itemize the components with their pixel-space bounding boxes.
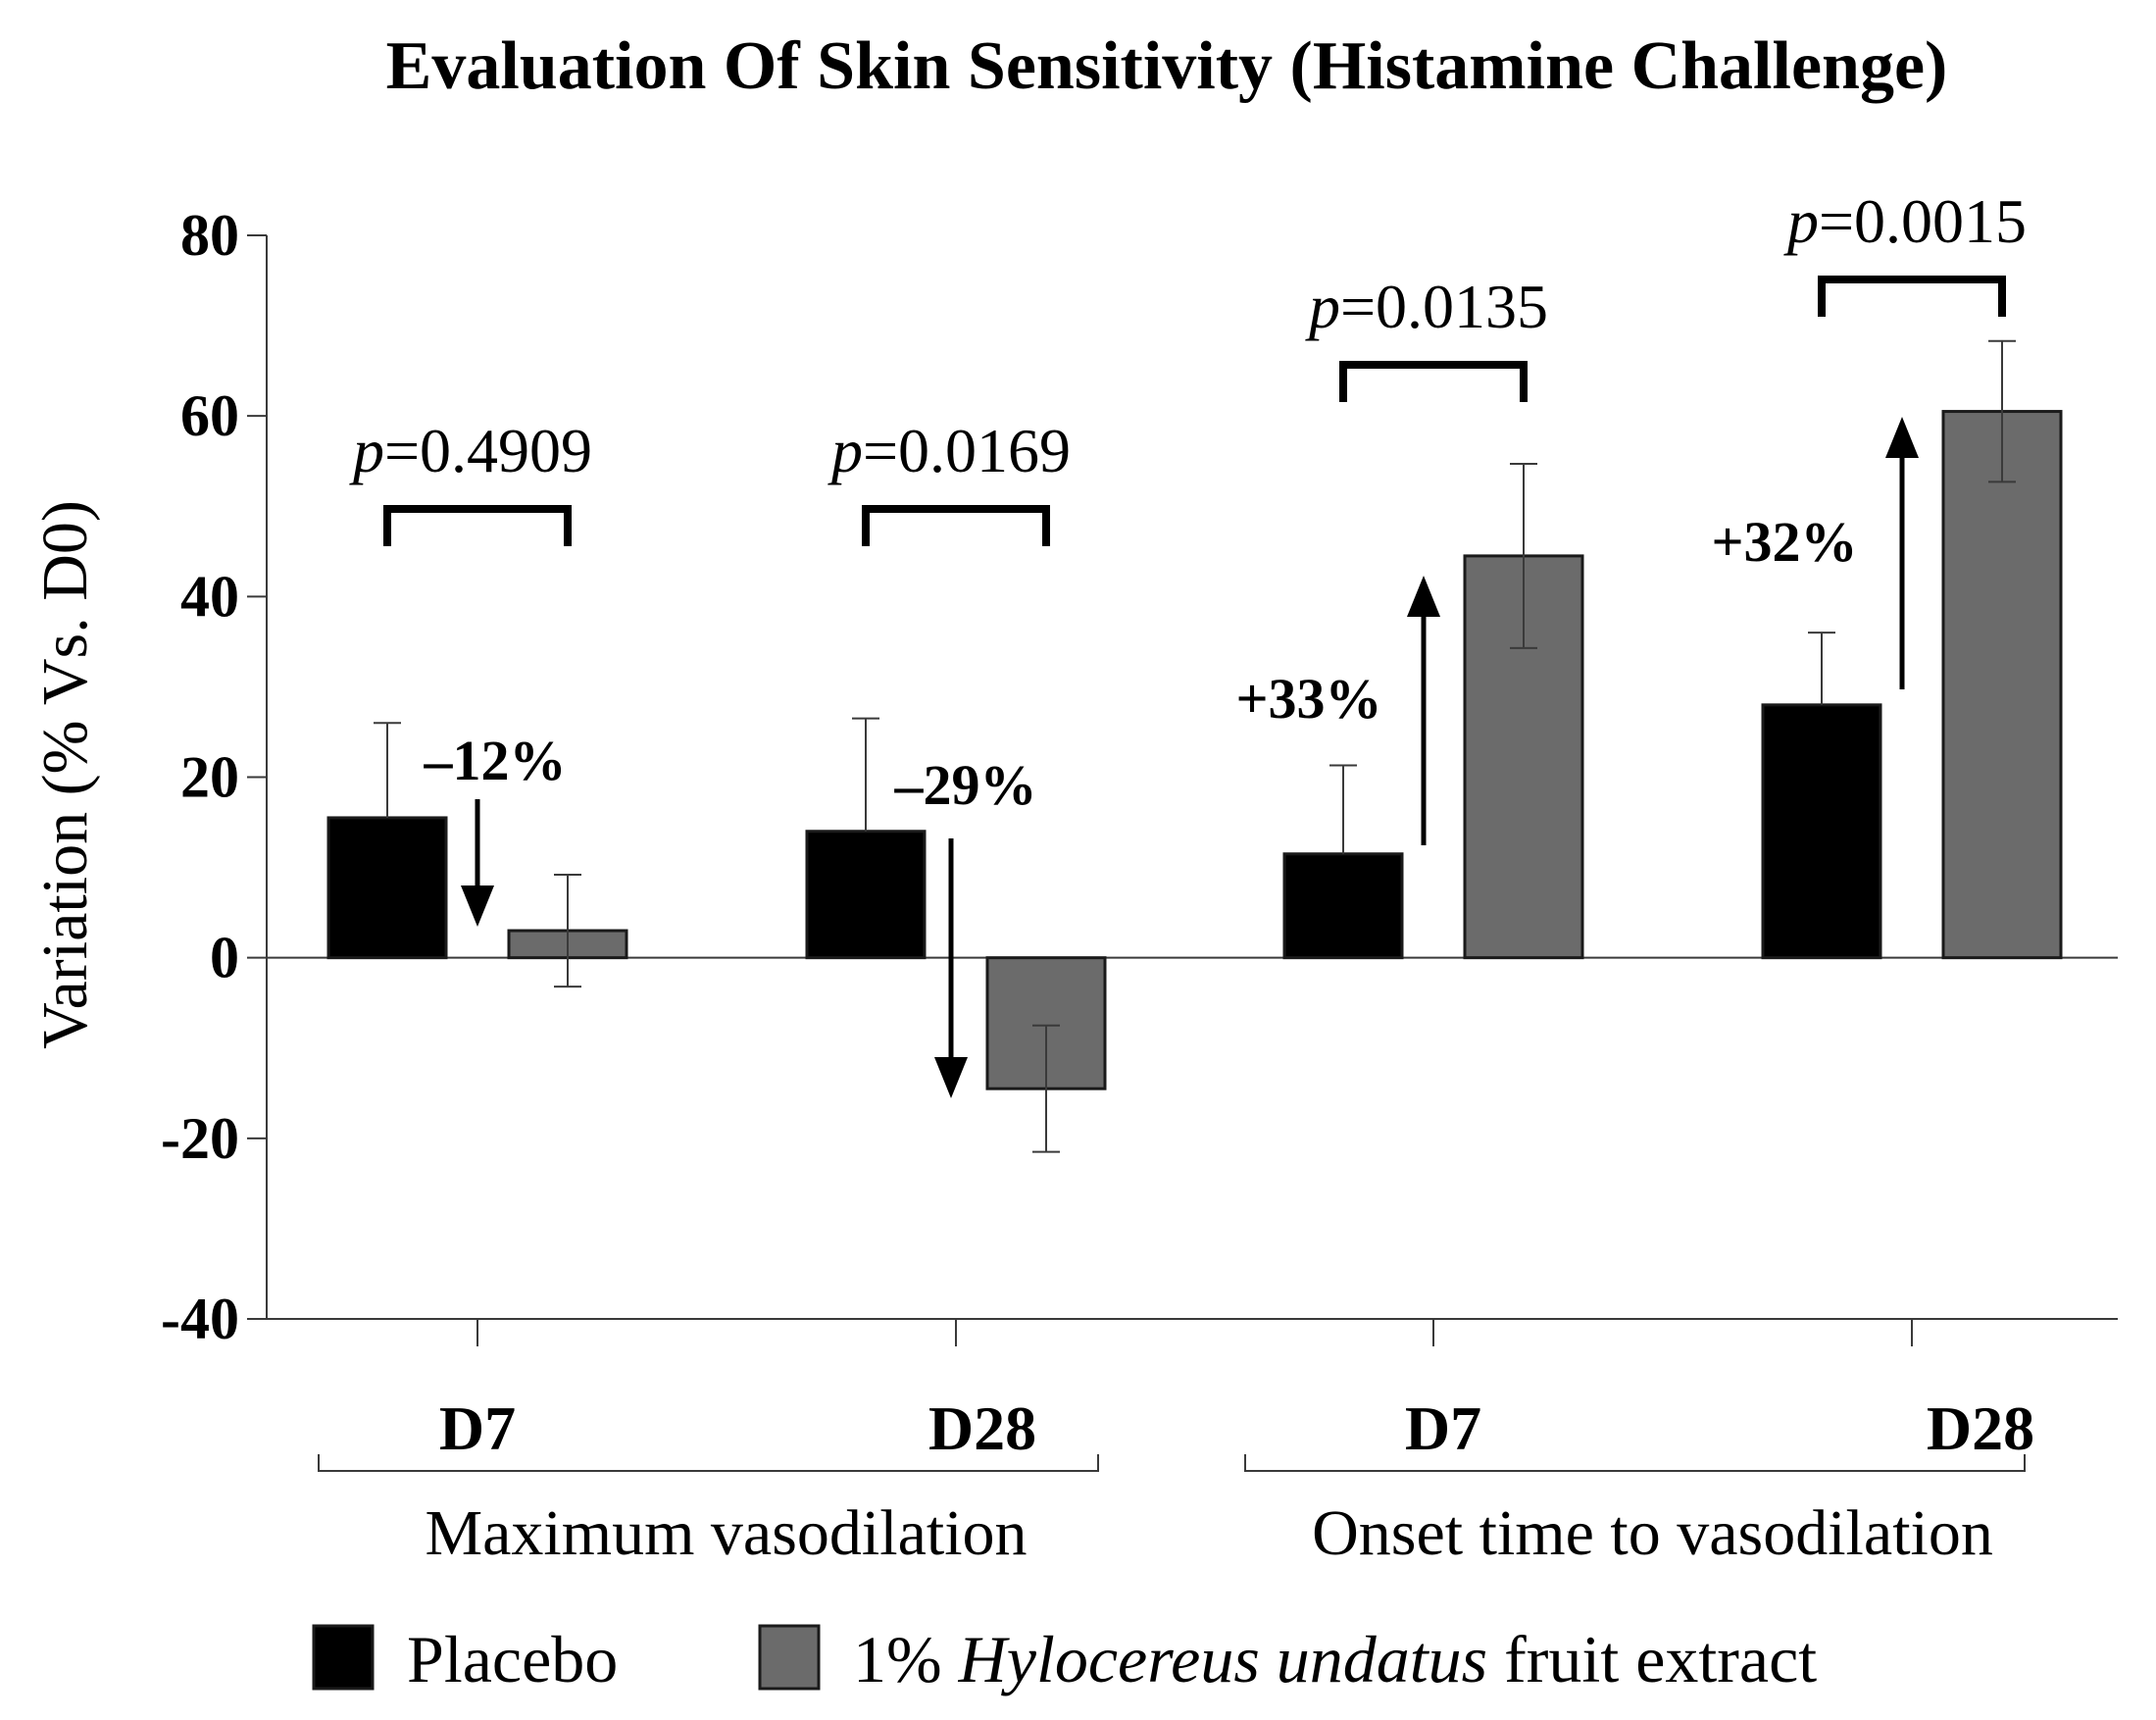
change-arrow-head <box>1885 417 1919 458</box>
axes: 80 60 40 20 0 -20 -40 D7 D28 D7 D28 Maximum vasodil… <box>161 203 2118 1569</box>
category-label: D28 <box>928 1393 1036 1463</box>
bar <box>1761 703 1882 960</box>
change-label: +33% <box>1235 667 1381 731</box>
p-value: =0.0135 <box>1340 272 1548 341</box>
y-tick-label: 40 <box>180 564 239 629</box>
y-tick-label: -20 <box>161 1106 239 1171</box>
p-italic: p <box>827 416 863 485</box>
y-tick-label: 60 <box>180 383 239 448</box>
group-bracket <box>318 1454 1099 1472</box>
legend-label-extract: 1% Hylocereus undatus fruit extract <box>853 1622 1817 1696</box>
p-value-bracket <box>383 505 572 546</box>
chart-title: Evaluation Of Skin Sensitivity (Histamin… <box>386 28 1948 104</box>
legend-prefix: 1% <box>853 1622 959 1696</box>
change-label: –12% <box>424 729 567 792</box>
p-value-bracket <box>862 505 1050 546</box>
p-value: =0.0015 <box>1819 186 2027 256</box>
legend: Placebo 1% Hylocereus undatus fruit extra… <box>312 1622 1817 1696</box>
y-tick-label: 0 <box>210 926 239 990</box>
group-bracket <box>1244 1454 2026 1472</box>
p-value: =0.0169 <box>863 416 1071 485</box>
legend-swatch-placebo <box>312 1624 375 1691</box>
legend-suffix: fruit extract <box>1487 1622 1817 1696</box>
p-italic: p <box>349 416 384 485</box>
p-value-bracket <box>1339 361 1528 402</box>
group-label: Onset time to vasodilation <box>1312 1497 1993 1569</box>
p-value-label: p=0.0169 <box>827 416 1071 485</box>
bar <box>326 816 448 960</box>
change-arrow-head <box>1407 576 1440 617</box>
change-arrow-head <box>461 885 494 927</box>
bars <box>326 339 2063 1153</box>
p-italic: p <box>1783 186 1819 256</box>
bar <box>1282 852 1404 960</box>
p-italic: p <box>1305 272 1340 341</box>
legend-swatch-extract <box>758 1624 821 1691</box>
p-value-label: p=0.4909 <box>349 416 592 485</box>
y-axis-label: Variation (% Vs. D0) <box>29 500 101 1049</box>
category-label: D7 <box>439 1393 516 1463</box>
category-label: D28 <box>1927 1393 2034 1463</box>
p-value-label: p=0.0135 <box>1305 272 1548 341</box>
bar <box>805 830 927 960</box>
legend-label-placebo: Placebo <box>407 1622 618 1696</box>
legend-species: Hylocereus undatus <box>958 1622 1487 1696</box>
category-label: D7 <box>1405 1393 1481 1463</box>
p-value: =0.4909 <box>384 416 592 485</box>
y-tick-label: -40 <box>161 1287 239 1351</box>
change-label: –29% <box>894 753 1037 817</box>
bar <box>1941 410 2063 960</box>
p-value-label: p=0.0015 <box>1783 186 2027 256</box>
change-label: +32% <box>1711 510 1857 574</box>
p-value-bracket <box>1818 276 2006 317</box>
y-tick-label: 80 <box>180 203 239 268</box>
group-label: Maximum vasodilation <box>425 1497 1027 1569</box>
y-tick-label: 20 <box>180 745 239 810</box>
change-arrow-head <box>934 1057 968 1098</box>
